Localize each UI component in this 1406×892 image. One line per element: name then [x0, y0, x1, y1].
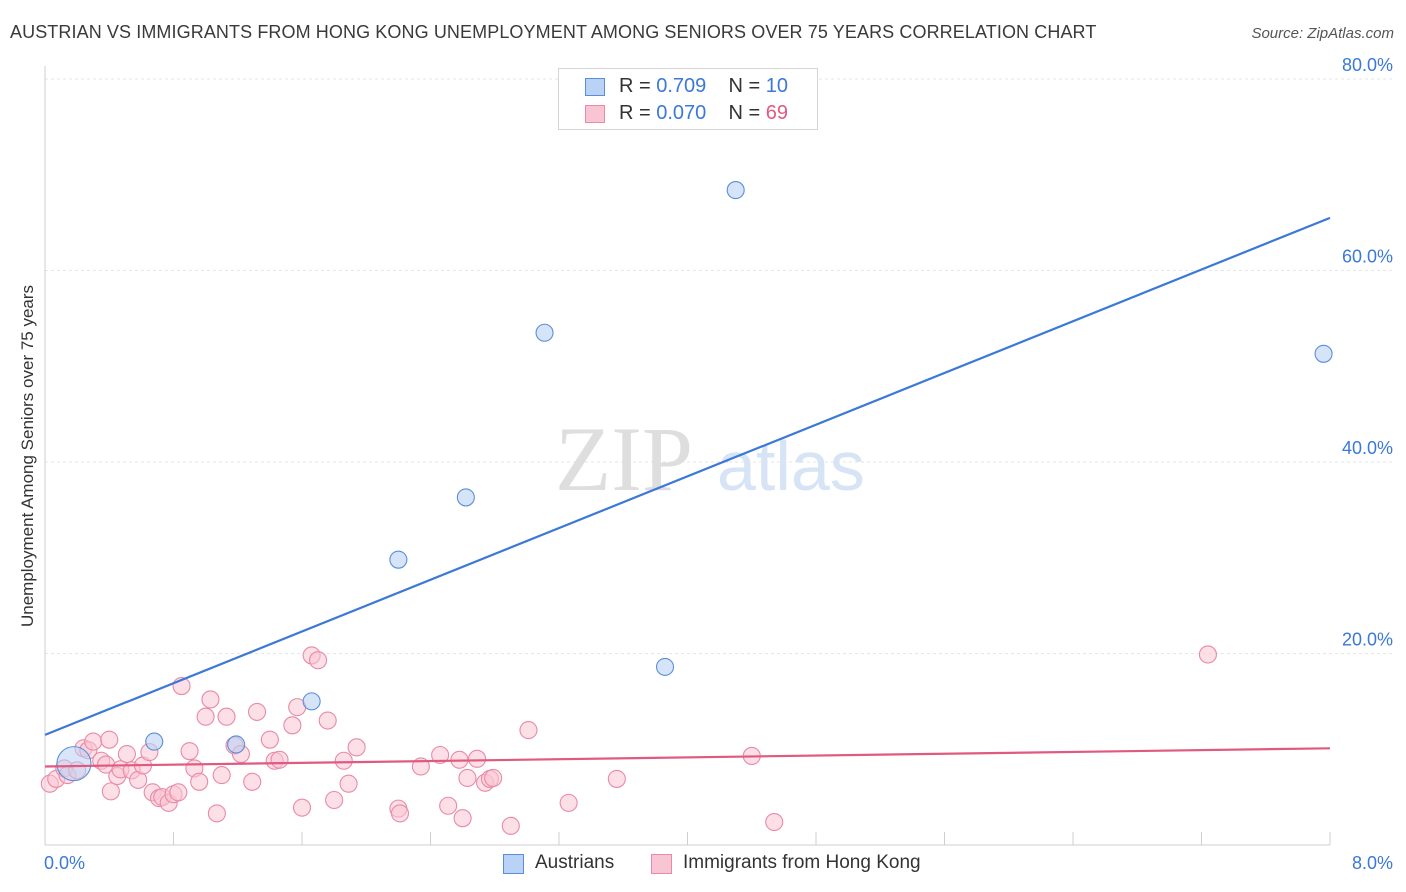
hongkong-point [270, 750, 289, 769]
austrians-swatch [585, 78, 605, 96]
hongkong-r-label: R = [619, 102, 657, 124]
austrians-point-cluster [56, 746, 92, 782]
hongkong-r-value: 0.070 [656, 102, 707, 124]
hongkong-point [501, 816, 520, 835]
x-tick-label-max: 8.0% [1352, 853, 1393, 873]
hongkong-point [390, 804, 410, 823]
hongkong-point [1198, 645, 1217, 664]
source-label: Source: ZipAtlas.com [1251, 25, 1394, 42]
austrians-n-value: 10 [765, 75, 789, 97]
hongkong-point [292, 798, 312, 817]
austrians-point [302, 692, 321, 711]
austrians-trend-line [44, 216, 1331, 736]
hongkong-point [339, 774, 358, 793]
bottom-hongkong-swatch [651, 854, 672, 874]
trend-lines [44, 216, 1331, 768]
hongkong-point [207, 804, 226, 823]
hongkong-point [243, 772, 262, 791]
hongkong-point [468, 749, 487, 768]
chart-title: AUSTRIAN VS IMMIGRANTS FROM HONG KONG UN… [10, 22, 1097, 42]
hongkong-point [84, 732, 103, 751]
hongkong-trend-line [44, 747, 1331, 768]
hongkong-point [765, 812, 784, 832]
hongkong-point [260, 730, 279, 749]
watermark: ZIP atlas [555, 408, 865, 510]
austrians-points [56, 181, 1333, 782]
hongkong-point [100, 730, 119, 749]
austrians-r-label: R = [619, 75, 657, 97]
y-tick-label: 40.0% [1342, 438, 1393, 458]
hongkong-point [458, 768, 477, 788]
austrians-r-value: 0.709 [656, 75, 707, 97]
austrians-point [145, 732, 164, 751]
hongkong-point [607, 769, 626, 788]
hongkong-point [318, 711, 337, 730]
hongkong-point [217, 707, 236, 726]
hongkong-n-label: N = [728, 102, 766, 124]
hongkong-point [453, 809, 472, 828]
hongkong-point [196, 707, 215, 726]
bottom-austrians-swatch [503, 854, 524, 874]
hongkong-point [180, 742, 199, 761]
hongkong-point [484, 768, 503, 788]
hongkong-point [309, 651, 328, 670]
hongkong-point [519, 721, 538, 740]
y-tick-label: 80.0% [1342, 55, 1393, 75]
watermark-atlas: atlas [717, 427, 865, 505]
hongkong-point [325, 790, 344, 810]
hongkong-point [334, 751, 353, 770]
bottom-hongkong-label: Immigrants from Hong Kong [683, 852, 921, 873]
hongkong-point [439, 796, 458, 815]
hongkong-point [431, 745, 450, 765]
austrians-point [227, 735, 246, 754]
austrians-point [389, 550, 408, 569]
hongkong-point [190, 772, 209, 791]
hongkong-point [347, 738, 366, 757]
austrians-point [1314, 344, 1333, 363]
x-tick-label-min: 0.0% [44, 853, 85, 873]
hongkong-point [169, 783, 188, 802]
hongkong-point [117, 744, 136, 764]
austrians-point [655, 657, 675, 676]
gridlines [45, 78, 1392, 654]
hongkong-n-value: 69 [765, 102, 789, 124]
austrians-n-label: N = [728, 75, 766, 97]
hongkong-swatch [585, 105, 605, 123]
hongkong-point [212, 766, 231, 785]
hongkong-point [201, 690, 220, 709]
tick-labels: 20.0% 40.0% 60.0% 80.0% 0.0% 8.0% [44, 55, 1393, 873]
austrians-point [726, 181, 745, 200]
hongkong-point [247, 702, 267, 721]
hongkong-point [559, 793, 578, 812]
bottom-austrians-label: Austrians [535, 852, 615, 873]
hongkong-point [283, 716, 302, 735]
correlation-legend: R = 0.709 N = 10 R = 0.070 N = 69 [558, 68, 818, 130]
watermark-zip: ZIP [555, 408, 693, 510]
hongkong-points [40, 645, 1217, 835]
austrians-point [456, 488, 475, 507]
y-tick-label: 60.0% [1342, 247, 1393, 267]
axes [44, 66, 1331, 846]
austrians-point [535, 323, 554, 342]
hongkong-point [101, 782, 120, 801]
y-tick-label: 20.0% [1342, 630, 1393, 650]
